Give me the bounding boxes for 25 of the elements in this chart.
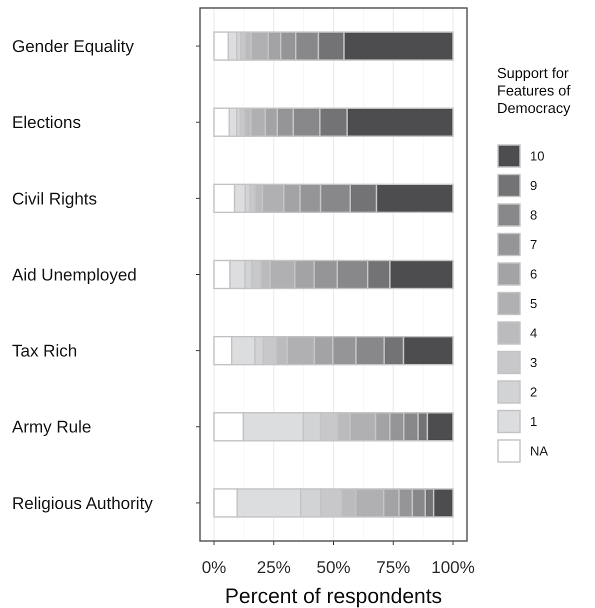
x-tick-label: 50%: [316, 558, 351, 577]
legend-label: 4: [530, 326, 538, 341]
legend-label: 1: [530, 414, 538, 430]
legend-label: NA: [530, 444, 548, 459]
y-tick-label: Aid Unemployed: [12, 265, 137, 284]
legend-label: 8: [530, 208, 538, 223]
legend-label: 2: [530, 384, 538, 400]
legend-label: 10: [530, 148, 544, 164]
x-tick-label: 0%: [202, 558, 226, 577]
x-tick-label: 25%: [256, 558, 291, 577]
legend-title: Support for Features of Democracy: [497, 66, 572, 117]
y-tick-label: Gender Equality: [12, 37, 134, 56]
y-tick-label: Civil Rights: [12, 189, 98, 208]
y-tick-label: Religious Authority: [12, 494, 154, 513]
y-tick-label: Elections: [12, 113, 81, 132]
x-tick-label: 100%: [431, 558, 475, 577]
legend-label: 7: [530, 237, 538, 252]
legend-label: 3: [530, 355, 538, 370]
y-tick-label: Tax Rich: [12, 342, 78, 361]
legend-label: 5: [530, 296, 538, 312]
x-tick-label: 75%: [376, 558, 410, 577]
legend-label: 9: [530, 178, 538, 194]
legend-label: 6: [530, 266, 538, 282]
x-axis-title: Percent of respondents: [224, 585, 442, 608]
y-tick-label: Army Rule: [12, 418, 92, 437]
